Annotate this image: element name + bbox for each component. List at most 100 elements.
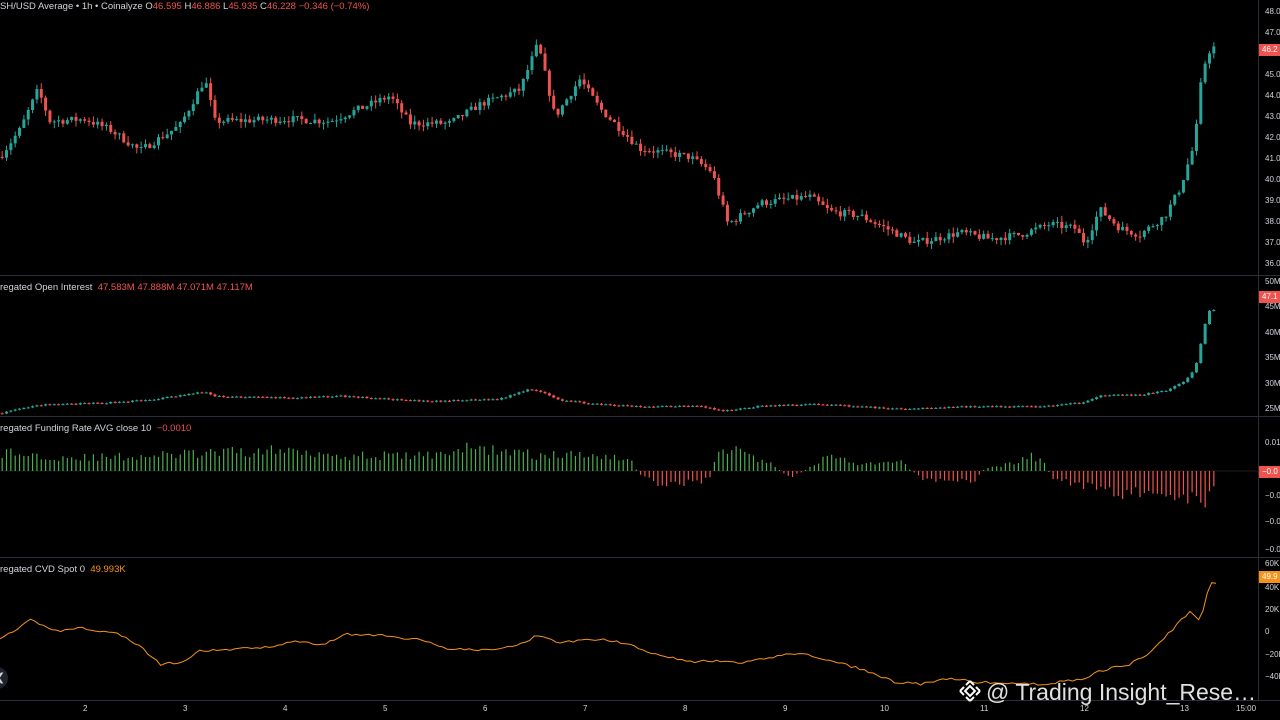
fr-bar bbox=[23, 455, 25, 471]
time-axis[interactable]: 2 3 4 5 6 7 8 9 10 11 12 13 bbox=[0, 700, 1258, 720]
fr-bar bbox=[75, 459, 77, 471]
oi-candle bbox=[917, 407, 921, 410]
oi-candle bbox=[248, 396, 252, 399]
price-candle bbox=[634, 140, 638, 145]
price-candle bbox=[165, 128, 169, 139]
pane-divider[interactable] bbox=[0, 416, 1280, 417]
cvd-line-chart bbox=[0, 582, 1217, 686]
candle-body bbox=[869, 220, 873, 223]
candle-body bbox=[178, 122, 182, 127]
open-interest-pane[interactable]: regated Open Interest 47.583M 47.888M 47… bbox=[0, 276, 1258, 416]
cvd-pane[interactable]: regated CVD Spot 0 49.993K bbox=[0, 558, 1258, 700]
price-pane[interactable]: SH/USD Average • 1h • Coinalyze O46.595 … bbox=[0, 0, 1258, 275]
price-candle bbox=[413, 115, 417, 130]
fr-bar bbox=[36, 453, 38, 471]
candle-body bbox=[74, 403, 78, 405]
pane-divider[interactable] bbox=[0, 275, 1280, 276]
candle-body bbox=[543, 53, 547, 71]
fr-bar bbox=[696, 471, 698, 481]
candle-body bbox=[170, 396, 174, 398]
price-candle bbox=[487, 94, 491, 110]
price-axis[interactable]: 48.0 47.0 46.2 45.0 44.0 43.0 42.0 41.0 … bbox=[1258, 0, 1280, 275]
price-candle bbox=[517, 83, 521, 95]
fr-bar bbox=[514, 449, 516, 471]
fr-bar bbox=[1039, 458, 1041, 471]
price-candle bbox=[430, 116, 434, 128]
candle-body bbox=[1134, 234, 1138, 237]
candle-body bbox=[482, 102, 486, 106]
candle-body bbox=[434, 400, 438, 402]
price-candle bbox=[447, 118, 451, 127]
scroll-back-button[interactable]: ❮ bbox=[0, 667, 8, 689]
oi-candle bbox=[938, 406, 942, 409]
price-tick: 38.0 bbox=[1265, 217, 1280, 226]
candle-body bbox=[130, 400, 134, 402]
cvd-tick: −40K bbox=[1265, 672, 1280, 681]
price-candle bbox=[378, 93, 382, 107]
oi-candle bbox=[573, 400, 577, 403]
oi-candle bbox=[673, 405, 677, 408]
oi-candle bbox=[517, 391, 521, 396]
price-candle bbox=[26, 107, 30, 126]
price-candle bbox=[882, 219, 886, 233]
price-candle bbox=[74, 112, 78, 127]
cvd-axis[interactable]: 60K 49.9 40K 20K 0 −20K −40K bbox=[1258, 558, 1280, 700]
candle-body bbox=[1029, 406, 1033, 408]
candle-body bbox=[1177, 192, 1181, 195]
candle-body bbox=[217, 395, 221, 397]
fr-last-tag: −0.0 bbox=[1259, 466, 1280, 478]
fr-bar bbox=[935, 471, 937, 482]
cvd-tick: −20K bbox=[1265, 650, 1280, 659]
candle-body bbox=[417, 400, 421, 402]
oi-candle bbox=[877, 406, 881, 409]
oi-values: 47.583M 47.888M 47.071M 47.117M bbox=[97, 282, 253, 293]
fr-bar bbox=[674, 471, 676, 482]
fr-bar bbox=[683, 471, 685, 486]
candle-body bbox=[1129, 230, 1133, 235]
oi-axis[interactable]: 50M 47.1 45M 40M 35M 30M 25M bbox=[1258, 276, 1280, 416]
candle-body bbox=[113, 131, 117, 135]
fr-tick: 0.01 bbox=[1265, 438, 1280, 447]
fr-bar bbox=[509, 455, 511, 471]
fr-bar bbox=[1117, 471, 1119, 496]
candle-body bbox=[534, 389, 538, 391]
price-candle bbox=[765, 199, 769, 208]
fr-bar bbox=[270, 445, 273, 471]
price-candle bbox=[1181, 179, 1185, 194]
candle-body bbox=[126, 142, 130, 146]
oi-candle bbox=[1108, 394, 1112, 397]
fr-bar bbox=[917, 471, 920, 476]
candle-body bbox=[530, 389, 534, 391]
candle-body bbox=[204, 392, 208, 394]
oi-candle bbox=[769, 404, 773, 407]
oi-candle bbox=[908, 408, 912, 410]
candle-body bbox=[1103, 395, 1107, 397]
funding-rate-pane[interactable]: regated Funding Rate AVG close 10 −0.001… bbox=[0, 417, 1258, 557]
pane-divider[interactable] bbox=[0, 557, 1280, 558]
candle-body bbox=[821, 201, 825, 205]
candle-body bbox=[1207, 310, 1211, 325]
candle-body bbox=[725, 410, 729, 412]
price-candle bbox=[1055, 217, 1059, 228]
fr-bar bbox=[305, 450, 307, 471]
candle-body bbox=[309, 396, 313, 398]
oi-candle bbox=[960, 405, 964, 408]
candle-body bbox=[599, 403, 603, 405]
price-candle bbox=[652, 145, 656, 159]
candle-body bbox=[1008, 233, 1012, 241]
fr-bar bbox=[726, 453, 729, 471]
oi-candle bbox=[1177, 383, 1181, 387]
candle-body bbox=[35, 88, 39, 100]
candle-body bbox=[643, 151, 647, 153]
price-candle bbox=[539, 43, 543, 55]
candle-body bbox=[1047, 225, 1051, 227]
fr-bar bbox=[1139, 471, 1141, 498]
candle-body bbox=[899, 233, 903, 237]
candle-body bbox=[682, 152, 686, 154]
candle-body bbox=[1129, 394, 1133, 396]
fr-bar bbox=[309, 455, 312, 471]
price-candle bbox=[873, 219, 877, 228]
fr-axis[interactable]: 0.01 −0.0 −0.0 −0.0 −0.0 bbox=[1258, 417, 1280, 557]
fr-bar bbox=[805, 469, 807, 471]
oi-candle bbox=[912, 407, 916, 410]
